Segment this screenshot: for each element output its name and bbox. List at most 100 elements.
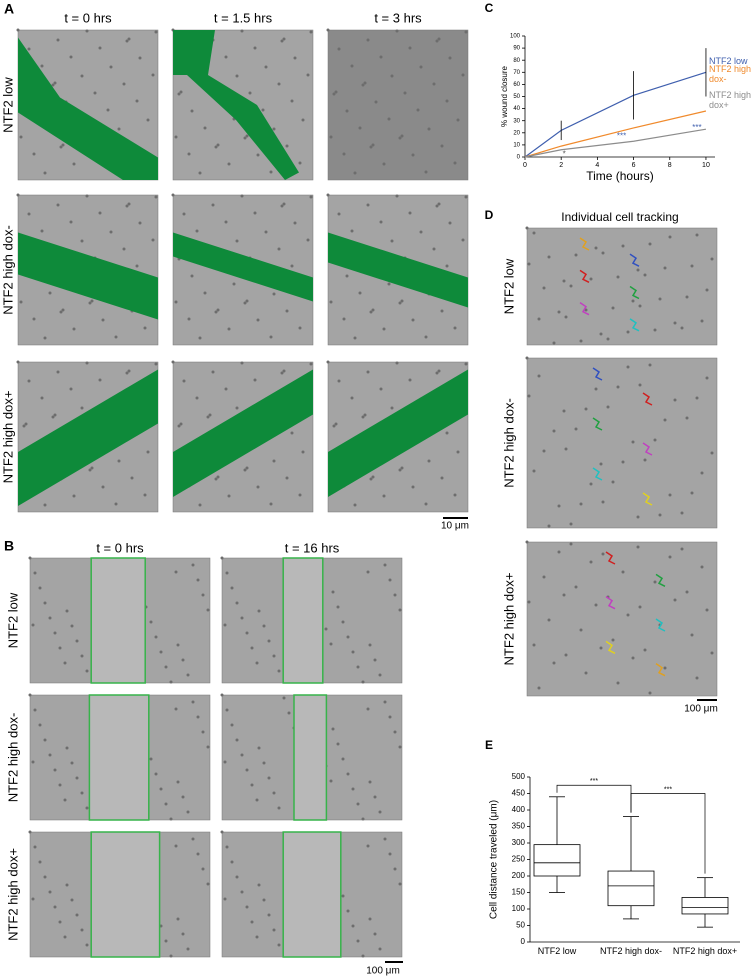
cell-track [592,467,603,481]
cell [63,661,67,665]
cell [225,571,229,575]
cell [257,609,261,613]
cell [154,362,158,366]
cell [552,661,556,665]
cell [700,319,704,323]
cell [206,415,210,419]
cell [589,482,593,486]
cell [695,676,699,680]
cell [350,396,354,400]
column-header: t = 3 hrs [374,10,422,25]
wound-area [18,37,158,180]
cell [448,221,452,225]
cell [22,424,26,428]
cell [154,195,158,199]
cell [599,332,603,336]
cell [337,379,341,383]
cell [673,598,677,602]
cell [187,152,191,156]
cell-track [642,442,653,456]
cell [31,760,35,764]
cell [80,928,84,932]
cell [341,620,345,624]
cell [174,570,178,574]
cell [552,341,556,345]
row-label: NTF2 low [5,592,20,648]
cell [272,459,276,463]
cell [361,680,365,684]
cell [214,310,218,314]
cell [245,631,249,635]
cell [28,830,32,834]
cell [621,460,625,464]
cell [27,47,31,51]
box [607,870,655,907]
cell [230,723,234,727]
cell [179,422,183,426]
cell [282,37,286,41]
cell [440,144,444,148]
cell [171,360,175,364]
cell [373,932,377,936]
cell [224,220,228,224]
cell [267,776,271,780]
row-label: NTF2 high dox- [501,398,516,488]
cell [245,768,249,772]
cell [398,745,402,749]
cell [525,226,529,230]
cell [248,91,252,95]
cell [537,686,541,690]
cell [382,494,386,498]
cell [19,135,23,139]
cell [182,379,186,383]
cell [280,371,284,375]
cell [196,852,200,856]
cell [382,327,386,331]
cell [127,37,131,41]
cell [48,890,52,894]
y-tick-label: 50 [516,921,525,930]
cell [564,315,568,319]
cell [432,82,436,86]
cell [203,291,207,295]
cell [663,666,667,670]
line-series [524,110,707,158]
cell [235,74,239,78]
cell [256,318,260,322]
cell [127,202,131,206]
cell [408,211,412,215]
cell [574,585,578,589]
cell [75,639,79,643]
cell [220,556,224,560]
y-tick-label: 250 [512,855,526,864]
cell [127,369,131,373]
cell [16,193,20,197]
cell [437,37,441,41]
cell [378,673,382,677]
significance-mark: *** [692,123,701,132]
cell [61,308,65,312]
cell [562,279,566,283]
cell [574,427,578,431]
cell [461,238,465,242]
cell [214,477,218,481]
cell [332,92,336,96]
cell [301,118,305,122]
cell [80,654,84,658]
cell [174,707,178,711]
cell [216,308,220,312]
y-tick-label: 100 [512,904,526,913]
cell [31,623,35,627]
cell [56,370,60,374]
wound-area [88,694,150,821]
cell [33,571,37,575]
cell [198,171,202,175]
cell [361,817,365,821]
cell [240,361,244,365]
cell [658,297,662,301]
cell [240,753,244,757]
wound-area [282,557,324,684]
cell [324,627,328,631]
cell [232,282,236,286]
cell-track [629,253,640,267]
